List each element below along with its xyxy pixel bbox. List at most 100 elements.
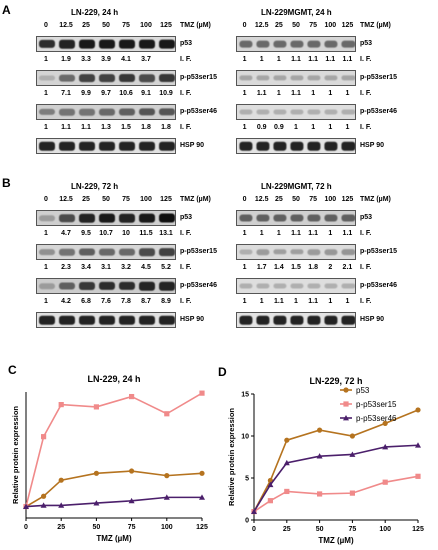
chart-title: LN-229, 72 h [309, 376, 362, 386]
intensity-factor-value: 10.9 [159, 90, 173, 97]
intensity-factor-value: 1.1 [291, 56, 301, 63]
intensity-factor-row: 1 2.3 3.4 3.1 3.2 4.5 5.2 [36, 264, 176, 274]
blot-band [238, 214, 253, 222]
blot-band [307, 315, 321, 325]
intensity-factor-value: 1.1 [342, 56, 353, 63]
data-point [349, 451, 356, 457]
blot-band [256, 315, 270, 325]
blot-band [159, 39, 175, 49]
blot-strip-hsp-90 [236, 138, 356, 154]
blot-band [307, 40, 321, 48]
tmz-unit-label: TMZ (µM) [180, 196, 211, 203]
blot-band [159, 281, 175, 291]
intensity-factor-value: 1 [44, 230, 48, 237]
blot-band [59, 282, 75, 290]
intensity-factor-value: 1.7 [256, 264, 267, 271]
data-point [23, 503, 29, 509]
panel-letter-c: C [8, 363, 17, 377]
concentration-row: 0 12.5 25 50 75 100 125 [36, 196, 176, 206]
blot-band [324, 214, 338, 222]
concentration-label: 100 [324, 196, 337, 203]
data-point [382, 420, 388, 426]
blot-strip-hsp-90 [236, 312, 356, 328]
blot-band [159, 248, 175, 256]
data-point [58, 502, 65, 508]
x-axis-label: TMZ (µM) [318, 536, 354, 545]
data-point [415, 473, 421, 479]
blot-band [307, 283, 321, 289]
blot-panel-title: LN-229, 24 h [71, 8, 119, 17]
blot-band [273, 315, 287, 325]
chart-title: LN-229, 24 h [87, 374, 140, 384]
series-line [25, 392, 203, 507]
line-chart-ln229-72h: LN-229, 72 h 0 25 50 75 100 125 0 5 10 15 TMZ (µM) R… [227, 376, 424, 545]
blot-strip-p-p53ser46 [236, 104, 356, 120]
intensity-factor-row: 1 1.1 1 1.1 1 1 1 [236, 90, 356, 100]
intensity-factor-value: 10 [122, 230, 130, 237]
protein-label: HSP 90 [180, 316, 204, 323]
intensity-factor-value: 1.5 [291, 264, 301, 271]
data-point [41, 434, 47, 440]
blot-band [39, 108, 55, 116]
protein-label: p-p53ser15 [180, 248, 217, 255]
blot-band [59, 108, 75, 116]
blot-band [39, 75, 55, 81]
if-label: I. F. [180, 298, 192, 305]
tmz-unit-label: TMZ (µM) [180, 22, 211, 29]
blot-band [273, 75, 287, 81]
blot-band [99, 39, 115, 49]
protein-label: p-p53ser46 [180, 282, 217, 289]
data-point [343, 401, 349, 407]
blot-band [159, 108, 175, 116]
data-point [317, 427, 323, 433]
series-line [253, 444, 419, 513]
concentration-row: 0 12.5 25 50 75 100 125 [36, 22, 176, 32]
intensity-factor-value: 1.1 [291, 230, 301, 237]
intensity-factor-value: 2 [328, 264, 333, 271]
protein-label: HSP 90 [360, 316, 384, 323]
blot-band [290, 214, 304, 222]
x-tick-label: 125 [412, 526, 424, 533]
data-point [283, 459, 290, 466]
blot-band [341, 315, 355, 325]
concentration-label: 25 [82, 196, 90, 203]
concentration-label: 125 [160, 196, 172, 203]
data-point [251, 508, 257, 514]
blot-band [256, 283, 270, 289]
blot-band [307, 109, 321, 115]
concentration-label: 50 [102, 196, 110, 203]
blot-band [256, 109, 270, 115]
blot-band [256, 249, 270, 255]
data-point [163, 494, 170, 500]
intensity-factor-value: 1 [328, 298, 333, 305]
intensity-factor-value: 1.1 [291, 90, 301, 97]
blot-band [273, 141, 287, 151]
intensity-factor-row: 1 4.7 9.5 10.7 10 11.5 13.1 [36, 230, 176, 240]
blot-band [119, 74, 135, 82]
series-line [253, 475, 419, 513]
protein-label: p53 [180, 214, 193, 221]
blot-band [59, 74, 75, 82]
blot-band [79, 39, 95, 49]
data-point [267, 481, 274, 488]
legend-label: p-p53ser46 [356, 414, 397, 423]
if-label: I. F. [360, 56, 372, 63]
concentration-label: 12.5 [59, 196, 73, 203]
protein-label: p-p53ser46 [180, 108, 217, 115]
intensity-factor-value: 1.9 [61, 56, 71, 63]
intensity-factor-value: 6.8 [81, 298, 91, 305]
x-tick-label: 75 [349, 526, 357, 533]
blot-band [99, 213, 115, 223]
x-tick-label: 25 [283, 526, 291, 533]
panel-letter-d: D [218, 365, 227, 379]
intensity-factor-value: 8.9 [161, 298, 171, 305]
intensity-factor-value: 1.8 [161, 124, 171, 131]
intensity-factor-value: 5.2 [161, 264, 171, 271]
blot-band [341, 214, 355, 222]
x-tick-label: 100 [379, 526, 391, 533]
blot-band [159, 213, 175, 223]
blot-band [324, 283, 338, 289]
if-label: I. F. [180, 124, 192, 131]
intensity-factor-value: 1 [276, 56, 281, 63]
tmz-unit-label: TMZ (µM) [360, 22, 391, 29]
